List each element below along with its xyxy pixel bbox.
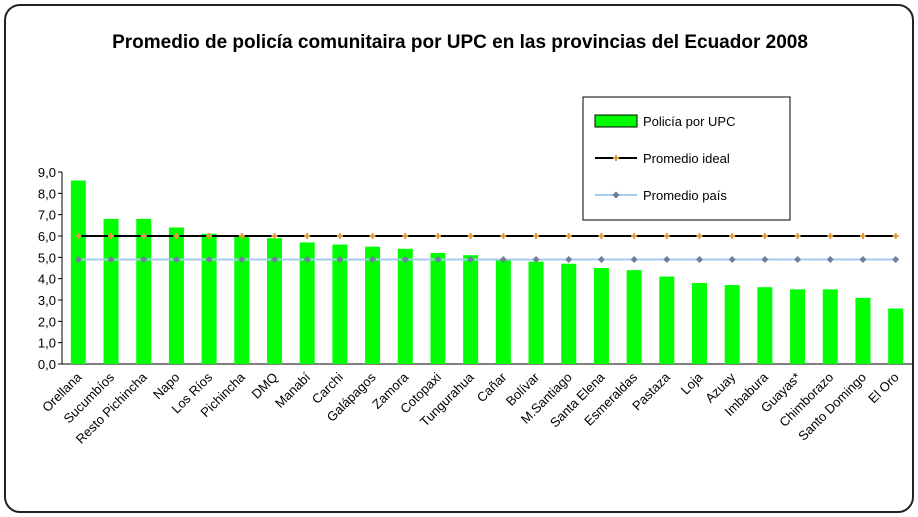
legend-marker [613,155,619,161]
line-marker [434,255,442,263]
line-marker [369,255,377,263]
bar [528,261,544,364]
line-marker [696,233,703,239]
line-marker [892,255,900,263]
line-marker [107,255,115,263]
bar [70,180,86,364]
line-marker [140,255,148,263]
line-marker [238,255,246,263]
y-tick-label: 3,0 [38,293,56,308]
line-marker [206,233,213,239]
line-marker [304,233,311,239]
legend-marker [612,191,620,199]
line-marker [271,255,278,263]
line-marker [859,233,866,239]
bar [822,289,838,364]
legend-swatch [594,114,638,128]
bar [495,259,511,364]
line-marker [859,255,867,263]
line-marker [827,233,834,239]
line-marker [336,233,343,239]
bar [626,270,642,364]
line-marker [74,255,82,263]
bar [888,308,904,364]
y-tick-label: 1,0 [38,336,56,351]
line-marker [728,255,736,263]
line-marker [565,255,573,263]
x-tick-label: Loja [678,369,707,398]
line-marker [761,233,768,239]
bar [168,227,184,364]
line-marker [598,233,605,239]
bar [724,285,740,364]
bar [561,263,577,364]
line-marker [402,233,409,239]
line-marker [336,255,344,263]
line-marker [108,233,115,239]
line-marker [729,233,736,239]
line-marker [75,233,82,239]
line-marker [761,255,769,263]
bar [593,268,609,364]
line-marker [663,233,670,239]
bar [790,289,806,364]
line-marker [533,233,540,239]
y-tick-label: 0,0 [38,357,56,372]
y-tick-label: 7,0 [38,208,56,223]
line-marker [565,233,572,239]
line-marker [631,233,638,239]
bar [430,253,446,364]
bar [692,282,707,364]
y-tick-label: 5,0 [38,250,56,265]
line-marker [630,255,638,263]
x-tick-label: El Oro [865,370,902,407]
y-tick-label: 6,0 [38,229,56,244]
line-marker [303,255,311,263]
bar [299,242,315,364]
y-tick-label: 4,0 [38,272,56,287]
line-marker [271,233,278,239]
line-marker [532,255,540,263]
line-marker [794,233,801,239]
y-tick-label: 2,0 [38,314,56,329]
bar [267,238,282,364]
line-marker [467,233,474,239]
line-marker [892,233,899,239]
bar [855,297,871,364]
line-marker [663,255,671,263]
bar [201,233,217,364]
legend-label: Policía por UPC [643,114,735,129]
line-marker [172,255,180,263]
y-tick-label: 8,0 [38,186,56,201]
line-marker [499,255,507,263]
line-marker [205,255,213,263]
line-marker [467,255,475,263]
line-marker [794,255,802,263]
bar [365,246,381,364]
line-marker [597,255,605,263]
line-marker [826,255,834,263]
bar [397,248,413,364]
chart-title: Promedio de policía comunitaira por UPC … [112,32,808,53]
bar [103,218,119,364]
line-marker [140,233,147,239]
bar [332,244,348,364]
bar [136,218,152,364]
legend-label: Promedio país [643,188,727,203]
bar [659,276,675,364]
line-marker [434,233,441,239]
line-marker [173,233,180,239]
legend-label: Promedio ideal [643,151,730,166]
line-marker [500,233,507,239]
y-tick-label: 9,0 [38,165,56,180]
line-marker [401,255,409,263]
line-marker [369,233,376,239]
bar [234,236,250,364]
bar [757,287,773,364]
x-tick-label: Manabí [272,369,314,411]
line-marker [238,233,245,239]
line-marker [696,255,703,263]
bar [463,255,479,364]
